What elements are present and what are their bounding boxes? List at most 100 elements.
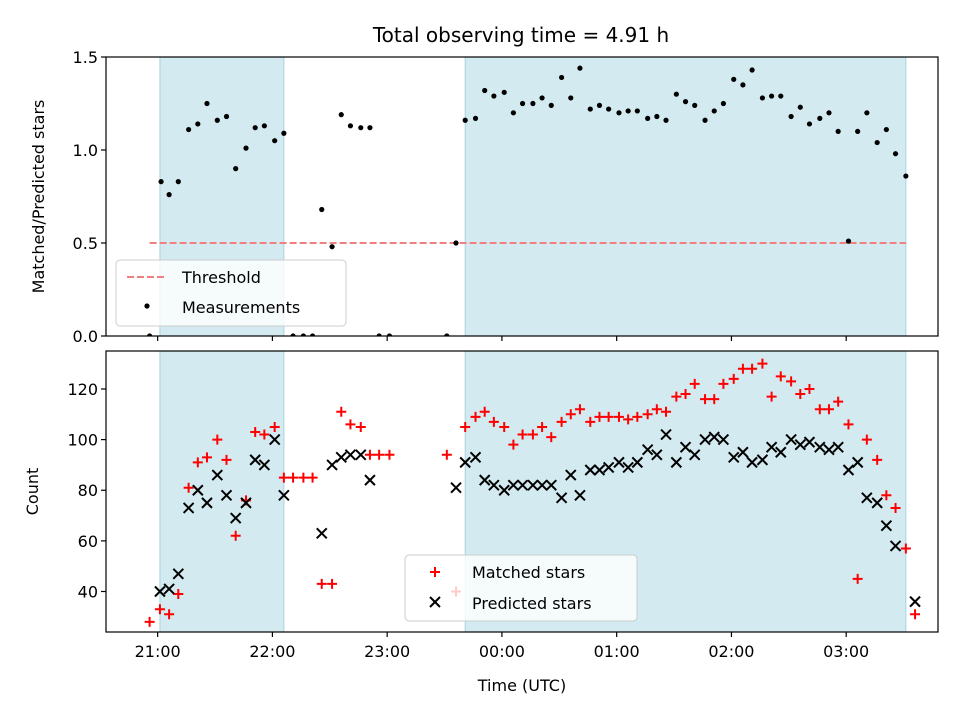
x-tick-label: 00:00 — [479, 642, 525, 661]
measurement-point — [329, 244, 334, 249]
measurement-point — [491, 93, 496, 98]
predicted-stars-point — [327, 460, 337, 470]
measurement-point — [826, 110, 831, 115]
measurement-point — [674, 92, 679, 97]
measurement-point — [319, 207, 324, 212]
measurement-point — [502, 90, 507, 95]
measurement-point — [186, 127, 191, 132]
measurement-point — [760, 95, 765, 100]
measurement-point — [606, 106, 611, 111]
ratio-panel: 0.0 0.5 1.0 1.5 Matched/Predicted stars Thres… — [29, 48, 938, 346]
y-tick-label: 0.5 — [73, 234, 98, 253]
y-tick-label: 120 — [67, 380, 98, 399]
measurement-point — [626, 108, 631, 113]
matched-stars-point — [288, 473, 298, 483]
measurement-point — [549, 103, 554, 108]
measurement-point — [253, 125, 258, 130]
count-panel: 40608010012021:00 22:00 23:00 00:00 01:00 02:… — [23, 351, 938, 695]
y-tick-label: 40 — [78, 582, 98, 601]
measurement-point — [692, 103, 697, 108]
predicted-stars-point — [345, 450, 355, 460]
measurement-point — [817, 116, 822, 121]
y-tick-label: 1.5 — [73, 48, 98, 67]
measurement-point — [645, 116, 650, 121]
x-tick-label: 03:00 — [823, 642, 869, 661]
measurement-point — [520, 101, 525, 106]
measurement-point — [702, 118, 707, 123]
measurement-point — [635, 108, 640, 113]
predicted-stars-point — [365, 475, 375, 485]
legend-matched-label: Matched stars — [472, 563, 585, 582]
x-tick-label: 22:00 — [249, 642, 295, 661]
measurement-point — [453, 240, 458, 245]
measurement-point — [721, 101, 726, 106]
measurement-point — [884, 127, 889, 132]
measurement-point — [262, 123, 267, 128]
matched-stars-point — [356, 422, 366, 432]
x-tick-label: 23:00 — [364, 642, 410, 661]
legend-predicted-label: Predicted stars — [472, 594, 592, 613]
matched-stars-point — [910, 609, 920, 619]
measurement-point — [176, 179, 181, 184]
matched-stars-point — [145, 617, 155, 627]
measurement-point — [836, 129, 841, 134]
measurement-point — [749, 67, 754, 72]
measurement-point — [663, 118, 668, 123]
predicted-stars-point — [910, 597, 920, 607]
matched-stars-point — [442, 450, 452, 460]
measurement-point — [348, 123, 353, 128]
matched-stars-point — [336, 407, 346, 417]
legend-measurement-swatch — [144, 303, 149, 308]
measurement-point — [893, 151, 898, 156]
measurement-point — [789, 114, 794, 119]
measurement-point — [875, 140, 880, 145]
measurement-point — [559, 75, 564, 80]
matched-stars-point — [384, 450, 394, 460]
measurement-point — [195, 121, 200, 126]
measurement-point — [158, 179, 163, 184]
measurement-point — [846, 239, 851, 244]
measurement-point — [167, 192, 172, 197]
measurement-point — [243, 146, 248, 151]
measurement-point — [463, 118, 468, 123]
measurement-point — [807, 121, 812, 126]
legend: Matched stars Predicted stars — [405, 555, 637, 621]
measurement-point — [530, 101, 535, 106]
y-axis-label: Matched/Predicted stars — [29, 100, 48, 294]
y-tick-label: 0.0 — [73, 327, 98, 346]
y-tick-label: 80 — [78, 481, 98, 500]
measurement-point — [577, 66, 582, 71]
chart-title: Total observing time = 4.91 h — [372, 23, 669, 47]
figure: Total observing time = 4.91 h 0.0 0.5 1.0 1… — [0, 0, 960, 720]
measurement-point — [233, 166, 238, 171]
measurement-point — [654, 114, 659, 119]
measurement-point — [224, 114, 229, 119]
predicted-stars-point — [356, 450, 366, 460]
y-tick-label: 100 — [67, 431, 98, 450]
x-tick-label: 01:00 — [594, 642, 640, 661]
x-tick-label: 21:00 — [135, 642, 181, 661]
measurement-point — [473, 116, 478, 121]
matched-stars-point — [308, 473, 318, 483]
measurement-point — [358, 125, 363, 130]
matched-stars-point — [327, 579, 337, 589]
predicted-stars-point — [451, 483, 461, 493]
measurement-point — [683, 99, 688, 104]
measurement-point — [588, 106, 593, 111]
y-tick-label: 1.0 — [73, 141, 98, 160]
legend-threshold-label: Threshold — [181, 268, 261, 287]
legend-measurement-label: Measurements — [182, 298, 300, 317]
predicted-stars-point — [336, 452, 346, 462]
measurement-point — [204, 101, 209, 106]
matched-stars-point — [374, 450, 384, 460]
y-tick-label: 60 — [78, 532, 98, 551]
measurement-point — [798, 105, 803, 110]
x-axis-label: Time (UTC) — [477, 676, 566, 695]
measurement-point — [769, 93, 774, 98]
measurement-point — [539, 95, 544, 100]
measurement-point — [864, 110, 869, 115]
measurement-point — [215, 118, 220, 123]
measurement-point — [272, 138, 277, 143]
measurement-point — [731, 77, 736, 82]
y-axis-label: Count — [23, 468, 42, 516]
